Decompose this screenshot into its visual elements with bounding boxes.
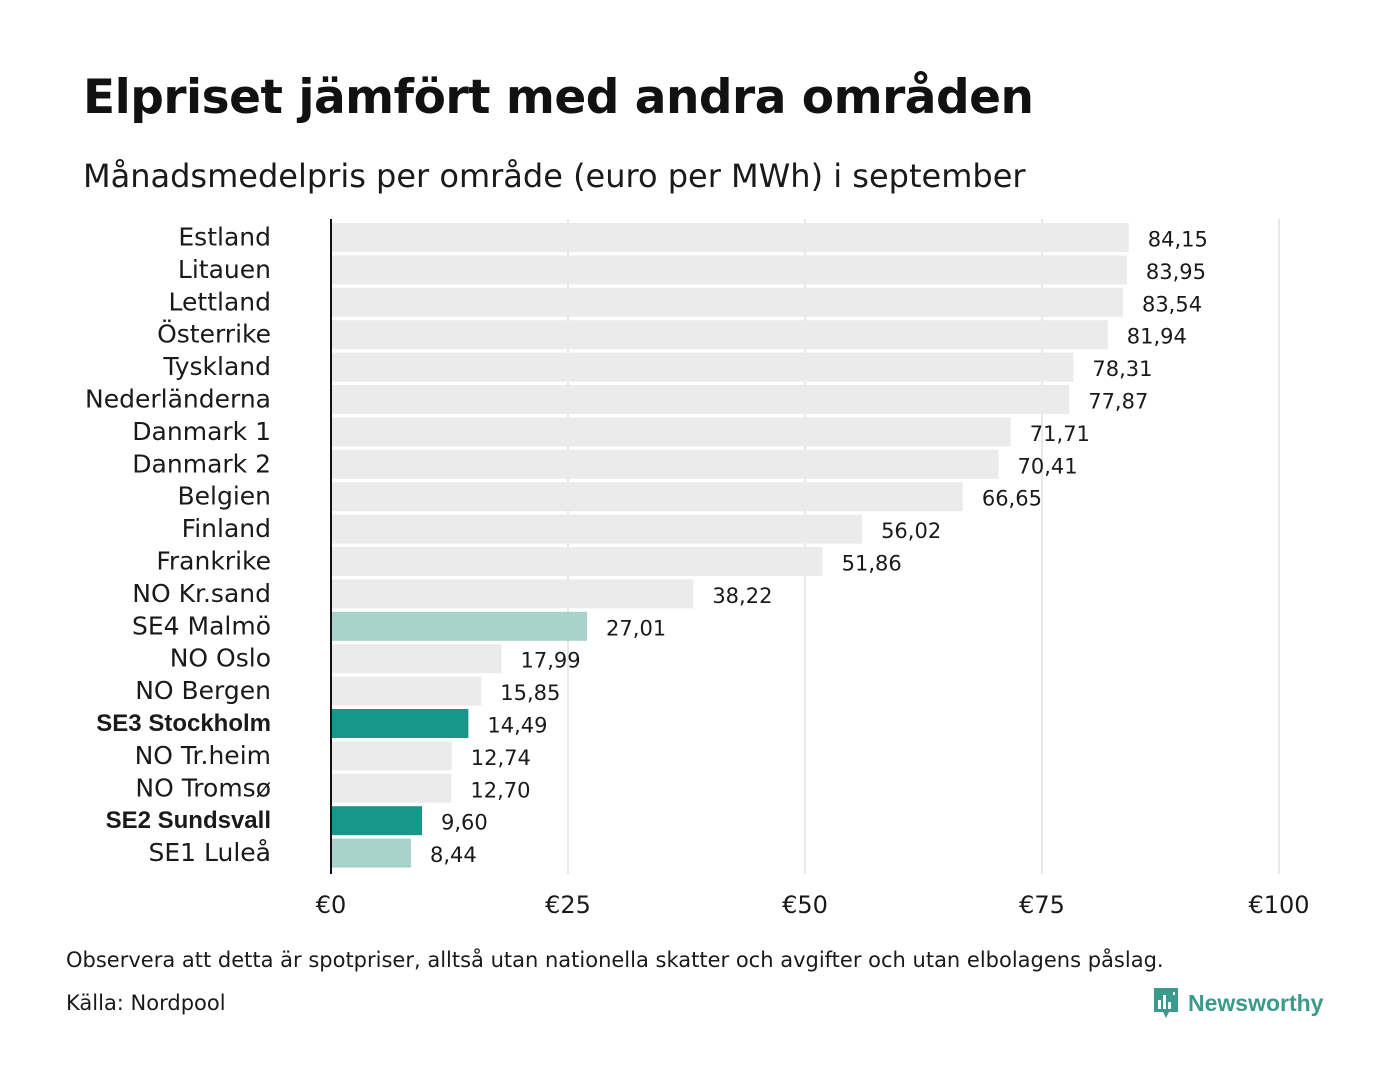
x-tick-label: €100 (1248, 891, 1309, 919)
source-label: Källa: Nordpool (66, 991, 226, 1015)
bar (331, 838, 412, 868)
value-label: 9,60 (441, 811, 488, 835)
bar (331, 741, 452, 771)
value-label: 56,02 (881, 519, 941, 543)
bar (331, 547, 823, 576)
value-label: 77,87 (1088, 390, 1148, 414)
bar (331, 773, 452, 803)
category-label: SE4 Malmö (132, 611, 271, 640)
x-tick-label: €75 (1019, 891, 1065, 919)
bar (331, 223, 1129, 252)
category-label: Litauen (178, 255, 271, 284)
value-label: 83,95 (1146, 260, 1206, 284)
value-label: 12,74 (471, 746, 531, 770)
value-label: 8,44 (430, 843, 477, 867)
bar (331, 255, 1127, 285)
category-label: NO Tromsø (135, 773, 271, 802)
category-label: NO Tr.heim (135, 741, 271, 770)
value-label: 70,41 (1017, 454, 1077, 478)
bar (331, 579, 694, 609)
category-label: SE3 Stockholm (96, 710, 271, 737)
bar (331, 806, 423, 836)
value-label: 78,31 (1092, 357, 1152, 381)
category-label: Belgien (177, 482, 271, 511)
category-label: Finland (182, 514, 271, 543)
bar (331, 709, 469, 738)
category-label: Lettland (169, 287, 271, 316)
value-label: 84,15 (1148, 228, 1208, 252)
category-label: Danmark 2 (132, 449, 271, 478)
value-label: 81,94 (1127, 325, 1187, 349)
chart-subtitle: Månadsmedelpris per område (euro per MWh… (83, 157, 1026, 195)
logo-text: Newsworthy (1188, 989, 1324, 1016)
chart-title: Elpriset jämfört med andra områden (83, 70, 1034, 125)
bar (331, 287, 1123, 317)
bar (331, 644, 502, 674)
bar (331, 320, 1108, 350)
x-tick-label: €0 (316, 891, 347, 919)
category-label: NO Oslo (170, 644, 271, 673)
category-label: SE2 Sundsvall (106, 807, 271, 834)
bar (331, 611, 588, 641)
category-label: Frankrike (156, 547, 271, 576)
value-label: 17,99 (521, 649, 581, 673)
value-label: 51,86 (842, 552, 902, 576)
footnote: Observera att detta är spotpriser, allts… (66, 948, 1164, 972)
bar (331, 449, 999, 479)
value-label: 38,22 (712, 584, 772, 608)
category-label: Tyskland (162, 352, 271, 381)
x-tick-label: €25 (545, 891, 591, 919)
category-label: NO Kr.sand (132, 579, 271, 608)
category-label: Danmark 1 (132, 417, 271, 446)
value-label: 14,49 (487, 714, 547, 738)
value-label: 83,54 (1142, 292, 1202, 316)
bar (331, 385, 1070, 414)
bar-chart: Estland 84,15 Litauen 83,95 Lettland 83,54 Öst… (85, 219, 1310, 919)
bar (331, 676, 482, 706)
category-label: NO Bergen (135, 676, 271, 705)
category-label: Nederländerna (85, 385, 271, 414)
value-label: 27,01 (606, 616, 666, 640)
value-label: 66,65 (982, 487, 1042, 511)
value-label: 15,85 (500, 681, 560, 705)
category-label: Estland (178, 223, 271, 252)
x-tick-label: €50 (782, 891, 828, 919)
newsworthy-logo: Newsworthy (1152, 985, 1323, 1021)
bar (331, 417, 1011, 447)
bar-chart-speech-bubble-icon (1154, 988, 1178, 1018)
bar (331, 514, 863, 544)
bar (331, 352, 1074, 382)
value-label: 12,70 (470, 778, 530, 802)
category-label: SE1 Luleå (149, 838, 272, 867)
category-label: Österrike (157, 320, 271, 349)
bar (331, 482, 963, 512)
value-label: 71,71 (1030, 422, 1090, 446)
